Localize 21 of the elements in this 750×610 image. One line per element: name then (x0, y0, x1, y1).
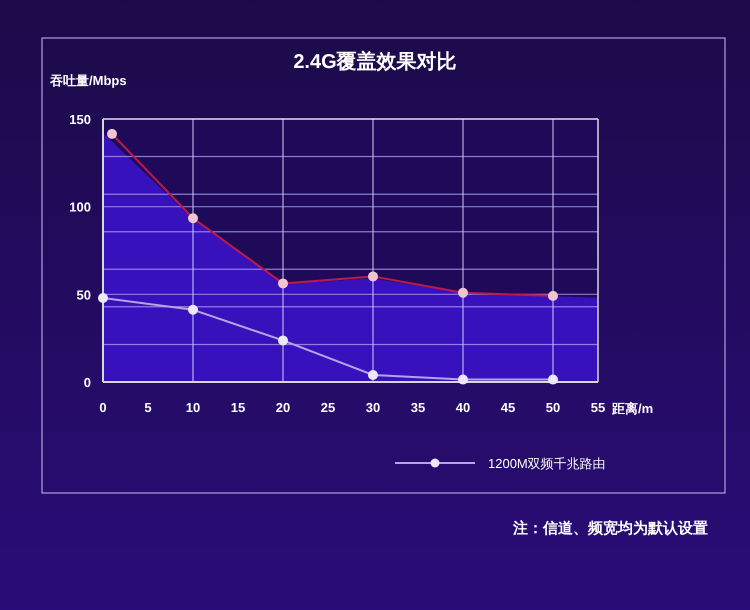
y-tick-label: 100 (69, 200, 91, 215)
x-tick-label: 40 (456, 400, 470, 415)
x-tick-label: 55 (590, 400, 606, 415)
x-tick-label: 50 (546, 400, 560, 415)
x-tick-label: 5 (144, 400, 152, 415)
y-tick-label: 150 (69, 112, 91, 127)
text: 注：信道、频宽均为默认设置 (512, 519, 708, 537)
x-tick-label: 25 (320, 400, 336, 415)
text: 1200M双频千兆路由 (488, 456, 606, 471)
y-tick-label: 50 (76, 287, 91, 302)
y-tick-label: 0 (84, 375, 91, 390)
x-tick-label: 30 (366, 400, 380, 415)
x-tick-label: 10 (186, 400, 200, 415)
chart-title: 2.4G覆盖效果对比 (293, 50, 457, 73)
x-tick-label: 35 (410, 400, 426, 415)
x-tick-label: 45 (500, 400, 516, 415)
x-tick-label: 20 (276, 400, 290, 415)
x-axis-title: 距离/m (611, 401, 654, 416)
x-tick-label: 0 (99, 400, 107, 415)
y-axis-title: 吞吐量/Mbps (49, 73, 127, 88)
x-tick-label: 15 (230, 400, 246, 415)
